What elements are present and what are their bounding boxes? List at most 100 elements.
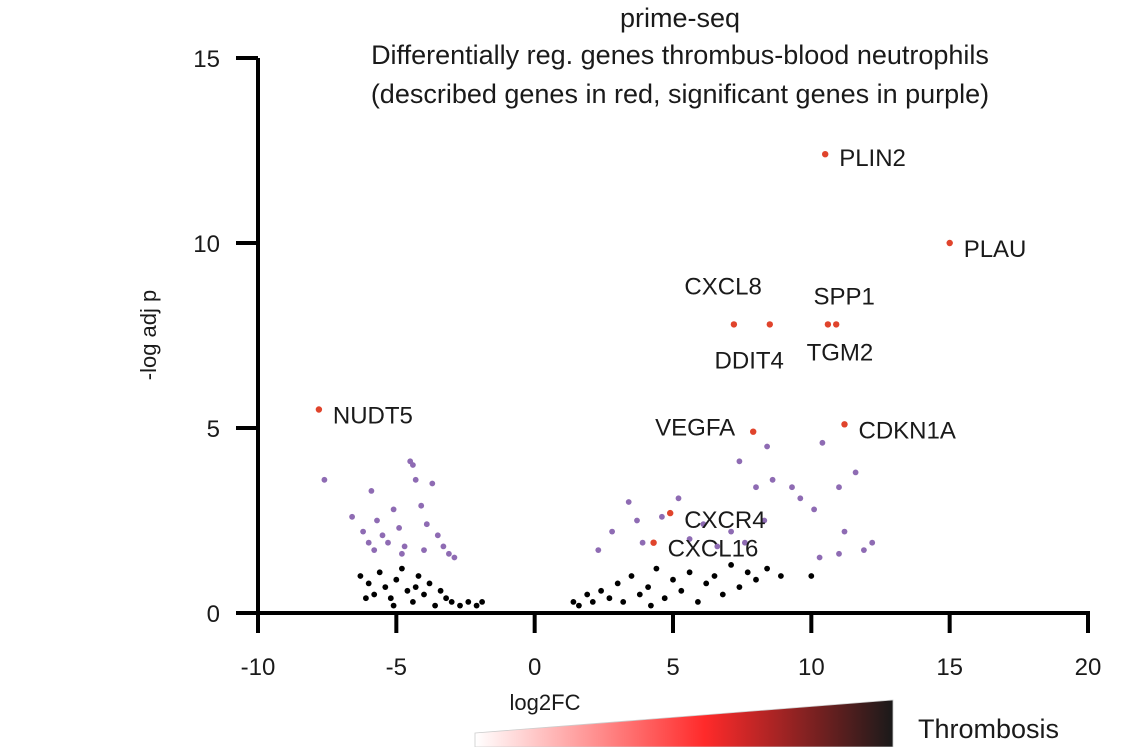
thrombosis-gradient-wedge [475, 700, 893, 747]
point-cdkn1a [841, 421, 848, 428]
non-significant-genes-point-33 [636, 591, 643, 598]
significant-genes-point-3 [368, 488, 375, 494]
label-cxcr4: CXCR4 [684, 507, 765, 534]
label-ddit4: DDIT4 [715, 347, 784, 374]
non-significant-genes-point-26 [584, 591, 591, 598]
non-significant-genes-point-13 [432, 602, 438, 609]
label-nudt5: NUDT5 [333, 403, 413, 430]
significant-genes-point-23 [421, 547, 427, 553]
significant-genes-point-50 [816, 554, 823, 561]
non-significant-genes-point-27 [589, 599, 596, 605]
non-significant-genes-point-39 [686, 569, 693, 576]
non-significant-genes-point-16 [448, 599, 455, 605]
non-significant-genes-point-46 [744, 569, 751, 576]
significant-genes-point-46 [841, 528, 848, 535]
non-significant-genes-point-19 [473, 602, 480, 609]
significant-genes-point-42 [811, 506, 817, 513]
significant-genes-point-20 [371, 547, 378, 553]
y-tick-label-5: 5 [207, 416, 220, 443]
gene-labels-layer: PLIN2 PLAU CXCL8 DDIT4 SPP1 TGM2 NUDT5 VEGFA CDK… [333, 145, 1027, 563]
non-significant-genes-point-51 [648, 602, 654, 609]
non-significant-genes-point-40 [695, 599, 701, 605]
significant-genes-point-45 [852, 469, 859, 476]
label-spp1: SPP1 [814, 283, 875, 310]
non-significant-genes-point-1 [365, 580, 372, 587]
non-significant-genes-point-38 [678, 587, 685, 594]
non-significant-genes-point-8 [404, 587, 411, 594]
non-significant-genes-point-47 [753, 576, 759, 583]
significant-genes-point-17 [440, 543, 447, 550]
label-cdkn1a: CDKN1A [859, 417, 956, 444]
significant-genes-point-35 [742, 539, 748, 546]
point-ddit4 [730, 321, 738, 328]
non-significant-genes-point-21 [363, 595, 369, 602]
non-significant-genes-point-34 [645, 584, 651, 590]
y-tick-label-0: 0 [207, 601, 220, 628]
significant-genes-point-38 [769, 476, 776, 483]
point-cxcl8 [766, 321, 773, 328]
significant-genes-point-25 [609, 528, 615, 535]
significant-genes-point-14 [423, 521, 430, 528]
significant-genes-point-16 [434, 532, 441, 539]
point-plau [946, 239, 953, 247]
point-spp1 [833, 321, 840, 328]
significant-genes-point-24 [595, 547, 602, 553]
non-significant-genes-point-10 [415, 573, 422, 579]
title-line-3: (described genes in red, significant gen… [371, 79, 989, 109]
point-vegfa [750, 428, 757, 435]
non-significant-genes-point-45 [736, 584, 743, 590]
non-significant-genes-point-2 [371, 591, 378, 598]
x-tick-label-10: 10 [798, 654, 825, 681]
non-significant-genes-point-31 [620, 599, 627, 605]
y-axis-label: -log adj p [136, 290, 161, 381]
non-significant-genes-point-20 [479, 599, 485, 605]
significant-genes-point-27 [634, 517, 640, 524]
significant-genes-point-4 [374, 517, 380, 524]
non-significant-genes-point-25 [576, 602, 582, 609]
significant-genes-point-43 [819, 439, 826, 446]
non-significant-genes-point-50 [808, 573, 815, 579]
point-tgm2 [824, 321, 832, 328]
non-significant-genes-point-24 [570, 599, 577, 605]
significant-genes-point-48 [861, 547, 867, 553]
significant-genes-point-36 [753, 484, 759, 491]
significant-genes-point-21 [365, 539, 372, 546]
significant-genes-point-31 [686, 536, 693, 542]
x-tick-label-20: 20 [1075, 654, 1102, 681]
x-tick-label--5: -5 [386, 654, 407, 681]
significant-genes-point-26 [625, 499, 632, 505]
significant-genes-point-51 [736, 458, 743, 465]
non-significant-genes-point-30 [614, 580, 621, 587]
non-significant-genes-point-44 [728, 562, 734, 568]
non-significant-genes-point-11 [421, 591, 427, 598]
thrombosis-wedge-outline [474, 699, 894, 747]
axes: -10 -5 0 5 10 15 20 0 5 10 15 -log adj p log2FC [136, 46, 1101, 715]
significant-genes-point-7 [390, 506, 397, 513]
label-tgm2: TGM2 [807, 339, 874, 366]
non-significant-genes-point-28 [598, 587, 604, 594]
non-significant-genes-point-15 [443, 595, 449, 602]
significant-genes-point-0 [321, 476, 328, 483]
significant-genes-point-34 [728, 528, 734, 535]
non-significant-genes-point-37 [670, 576, 676, 583]
significant-genes-point-13 [418, 502, 425, 509]
significant-genes-point-47 [869, 539, 876, 546]
significant-genes-point-28 [639, 539, 646, 546]
chart-title: prime-seq Differentially reg. genes throm… [371, 3, 989, 109]
non-significant-genes-point-43 [719, 591, 726, 598]
significant-genes-point-22 [399, 550, 405, 557]
significant-genes-point-12 [410, 462, 416, 468]
x-tick-label-0: 0 [528, 654, 541, 681]
significant-genes-point-15 [429, 480, 436, 487]
significant-genes-point-8 [396, 525, 402, 531]
significant-genes-point-40 [789, 484, 795, 491]
significant-genes-point-9 [401, 543, 408, 550]
non-significant-genes-point-14 [437, 587, 444, 594]
significant-genes-point-33 [714, 543, 721, 550]
significant-genes-point-30 [675, 495, 682, 502]
non-significant-genes-point-23 [412, 584, 419, 590]
x-tick-label-15: 15 [936, 654, 963, 681]
x-tick-label-5: 5 [666, 654, 679, 681]
label-cxcl16: CXCL16 [668, 536, 759, 563]
